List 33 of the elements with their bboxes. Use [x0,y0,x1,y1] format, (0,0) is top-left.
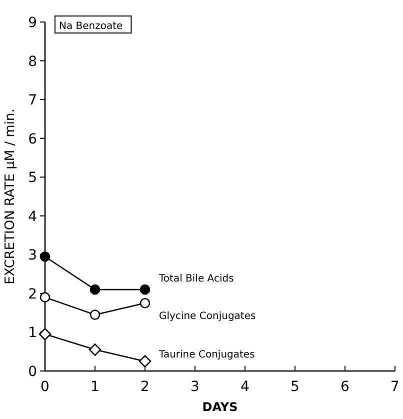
x-tick-label: 5 [290,379,300,395]
series-label: Taurine Conjugates [158,349,255,360]
y-tick-label: 4 [28,208,38,225]
point [140,284,150,295]
x-tick-label: 1 [90,379,100,395]
x-tick-label: 0 [40,379,50,395]
x-tick-label: 6 [340,379,350,395]
y-tick-label: 6 [28,131,38,148]
y-tick-label: 7 [28,92,37,109]
point [88,344,102,356]
y-tick-label: 8 [28,54,37,70]
point [138,355,152,368]
point [40,251,50,262]
point [140,298,150,308]
x-tick-label: 3 [190,379,200,395]
y-tick-label: 0 [28,364,37,380]
y-tick-label: 9 [28,15,37,31]
x-tick-label: 7 [390,379,400,395]
point [90,310,100,320]
x-tick-label: 2 [140,379,150,395]
point [90,284,100,295]
y-tick-label: 5 [28,170,37,186]
y-tick-label: 1 [28,325,37,342]
point [38,328,52,340]
annotation: Na Benzoate [59,21,123,32]
y-axis-title: EXCRETION RATE μM / min. [3,108,18,284]
y-tick-label: 2 [28,286,37,302]
x-axis-title: DAYS [202,400,238,414]
series-label: Glycine Conjugates [159,311,256,322]
point [40,292,50,302]
y-tick-label: 3 [28,248,37,264]
series-label: Total Bile Acids [158,274,234,285]
x-tick-label: 4 [240,379,250,395]
